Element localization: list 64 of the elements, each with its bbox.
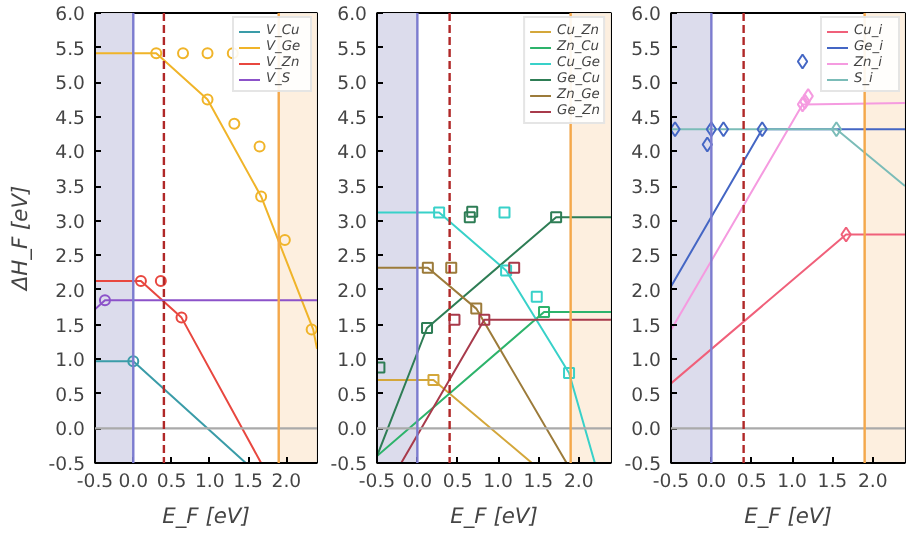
y-tick-label: 2.5 [631, 246, 662, 269]
y-tick-label: 2.0 [631, 280, 662, 303]
x-axis-title: E_F [eV] [450, 503, 538, 529]
y-tick-label: 3.0 [55, 211, 86, 234]
y-tick-label: 2.5 [55, 246, 86, 269]
x-tick-label: 0.5 [442, 471, 473, 493]
y-tick-label: -0.5 [624, 454, 662, 476]
y-tick-label: 0.0 [337, 419, 368, 442]
y-tick-label: 3.5 [55, 177, 86, 200]
y-tick-label: 4.5 [337, 107, 368, 130]
x-tick-label: 1.5 [817, 471, 848, 493]
y-tick-label: 2.5 [337, 246, 368, 269]
y-tick-label: 6.0 [631, 4, 662, 26]
x-tick-label: 2.0 [857, 471, 888, 493]
y-tick-label: 4.5 [631, 107, 662, 130]
y-tick-label: 1.5 [631, 315, 662, 338]
y-tick-label: 5.0 [55, 73, 86, 96]
y-tick-label: 2.0 [55, 280, 86, 303]
y-tick-label: 5.5 [55, 38, 86, 61]
y-tick-label: 1.0 [631, 350, 662, 373]
y-tick-label: -0.5 [330, 454, 368, 476]
x-tick-label: 0.0 [696, 471, 727, 493]
y-tick-label: 5.5 [631, 38, 662, 61]
y-tick-label: 3.5 [631, 177, 662, 200]
y-tick-label: 3.0 [337, 211, 368, 234]
y-tick-label: 6.0 [55, 4, 86, 26]
x-tick-label: 2.0 [563, 471, 594, 493]
y-tick-label: 4.0 [337, 142, 368, 165]
x-tick-label: 1.5 [523, 471, 554, 493]
y-tick-label: 1.5 [55, 315, 86, 338]
y-tick-label: 2.0 [337, 280, 368, 303]
y-tick-label: 0.0 [55, 419, 86, 442]
y-tick-label: 1.0 [55, 350, 86, 373]
y-tick-label: 0.5 [337, 384, 368, 407]
y-tick-label: 4.5 [55, 107, 86, 130]
x-tick-label: 0.0 [402, 471, 433, 493]
x-tick-label: 1.0 [483, 471, 513, 493]
y-axis-title: ΔH_F [eV] [6, 185, 33, 293]
y-tick-label: 6.0 [337, 4, 368, 26]
x-axis-title: E_F [eV] [744, 503, 832, 529]
x-tick-label: 1.5 [233, 471, 264, 493]
y-tick-label: 1.5 [337, 315, 368, 338]
x-tick-label: 0.5 [156, 471, 187, 493]
x-tick-label: -0.5 [76, 471, 114, 493]
y-tick-label: 5.5 [337, 38, 368, 61]
y-tick-label: 1.0 [337, 350, 368, 373]
x-tick-label: 2.0 [271, 471, 302, 493]
x-tick-label: -0.5 [652, 471, 690, 493]
y-tick-label: 0.0 [631, 419, 662, 442]
y-tick-label: 5.0 [337, 73, 368, 96]
x-tick-label: 1.0 [194, 471, 225, 493]
x-tick-label: 0.5 [736, 471, 767, 493]
y-tick-label: 4.0 [55, 142, 86, 165]
y-tick-label: -0.5 [48, 454, 86, 476]
y-tick-label: 3.5 [337, 177, 368, 200]
x-axis-title: E_F [eV] [162, 503, 250, 529]
y-tick-label: 0.5 [55, 384, 86, 407]
x-tick-label: 0.0 [118, 471, 149, 493]
y-tick-label: 4.0 [631, 142, 662, 165]
y-tick-label: 5.0 [631, 73, 662, 96]
x-tick-label: 1.0 [777, 471, 807, 493]
x-tick-label: -0.5 [358, 471, 396, 493]
y-tick-label: 0.5 [631, 384, 662, 407]
y-tick-label: 3.0 [631, 211, 662, 234]
